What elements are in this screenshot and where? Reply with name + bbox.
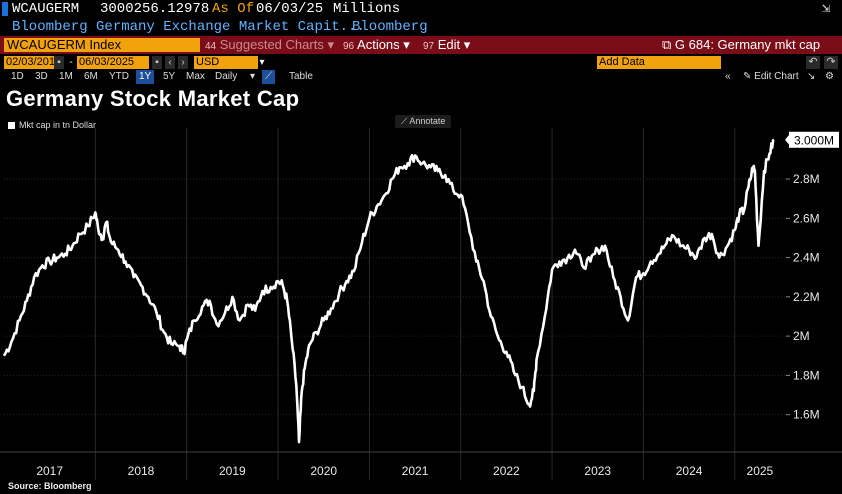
period-1d[interactable]: 1D [11, 71, 24, 82]
frequency-select[interactable]: Daily [215, 71, 238, 82]
suggested-charts-button[interactable]: 44 Suggested Charts ▾ [205, 36, 334, 54]
edit-chart-button[interactable]: ✎ Edit Chart [740, 70, 802, 84]
ticker-label[interactable]: WCAUGERM [12, 1, 80, 17]
export-icon: ⧉ [662, 37, 672, 52]
currency-select[interactable]: USD [194, 56, 258, 69]
chart-legend[interactable]: Mkt cap in tn Dollar [8, 120, 96, 130]
period-1y[interactable]: 1Y [136, 70, 155, 84]
dropdown-arrow-icon[interactable]: ▾ [250, 71, 256, 82]
chart-id-button[interactable]: ⧉ G 684: Germany mkt cap [662, 36, 820, 54]
legend-swatch [8, 122, 15, 130]
x-tick-label: 2020 [310, 464, 337, 478]
series-line[interactable] [2, 138, 775, 444]
period-5y[interactable]: 5Y [163, 71, 176, 82]
security-description: Bloomberg Germany Exchange Market Capit.… [12, 19, 365, 35]
chart-title: Germany Stock Market Cap [6, 86, 300, 111]
settings-gear-icon[interactable]: ⚙ [825, 71, 834, 82]
last-value-label-bg [789, 131, 839, 148]
y-tick-label: 2M [793, 329, 810, 343]
suggested-charts-num: 44 [205, 41, 217, 52]
security-header-row: WCAUGERM 3000256.12978 As Of 06/03/25 Mi… [0, 0, 842, 18]
actions-button[interactable]: 96 Actions ▾ [343, 36, 410, 54]
main-toolbar [0, 36, 842, 54]
period-max[interactable]: Max [186, 71, 205, 82]
x-tick-label: 2025 [747, 464, 774, 478]
draw-tool-icon[interactable]: ↘ [807, 71, 816, 82]
units-label: Millions [333, 1, 401, 17]
as-of-date: 06/03/25 [256, 1, 324, 17]
annotate-label: Annotate [409, 116, 446, 126]
x-tick-label: 2022 [493, 464, 520, 478]
edit-label: Edit [437, 37, 461, 52]
line-chart[interactable]: 2017 2018 2019 2020 2021 2022 2023 2024 2025 1.6… [0, 110, 842, 480]
chart-id-label: G 684: Germany mkt cap [674, 37, 821, 52]
x-tick-label: 2017 [36, 464, 63, 478]
actions-num: 96 [343, 41, 355, 52]
redo-icon[interactable]: ↷ [824, 56, 838, 69]
calendar-icon[interactable]: ▪ [54, 56, 64, 69]
description-row: Bloomberg Germany Exchange Market Capit.… [0, 18, 842, 36]
edit-chart-label: Edit Chart [754, 71, 799, 82]
chevron-right-icon[interactable]: › [178, 56, 188, 69]
x-tick-label: 2018 [128, 464, 155, 478]
y-axis-ticks: 1.6M 1.8M 2M 2.2M 2.4M 2.6M 2.8M [786, 172, 820, 422]
period-ytd[interactable]: YTD [109, 71, 129, 82]
source-note: Source: Bloomberg [8, 481, 92, 491]
start-date-input[interactable]: 02/03/2017 [4, 56, 62, 69]
range-separator: - [69, 57, 73, 68]
add-data-input[interactable]: Add Data [597, 56, 721, 69]
last-value: 3000256.12978 [100, 1, 210, 17]
header-marker [2, 2, 8, 16]
y-tick-label: 2.4M [793, 251, 820, 265]
last-value-label-group: 3.000M [785, 131, 839, 148]
dropdown-arrow-icon: ▾ [463, 37, 471, 52]
y-tick-label: 1.6M [793, 408, 820, 422]
edit-button[interactable]: 97 Edit ▾ [423, 36, 470, 54]
collapse-icon[interactable]: « [725, 71, 731, 82]
table-button[interactable]: Table [289, 71, 313, 82]
security-input[interactable]: WCAUGERM Index [4, 38, 200, 52]
expand-icon[interactable]: ⇲ [822, 1, 831, 17]
chevron-left-icon[interactable]: ‹ [165, 56, 175, 69]
edit-num: 97 [423, 41, 435, 52]
calendar-icon[interactable]: ▪ [152, 56, 162, 69]
x-axis-ticks: 2017 2018 2019 2020 2021 2022 2023 2024 2025 [36, 464, 773, 478]
undo-icon[interactable]: ↶ [806, 56, 820, 69]
x-tick-label: 2024 [676, 464, 703, 478]
as-of-label: As Of [212, 1, 255, 17]
period-3d[interactable]: 3D [35, 71, 48, 82]
x-tick-label: 2021 [402, 464, 429, 478]
source-name: Bloomberg [352, 19, 428, 35]
dropdown-arrow-icon: ▾ [327, 37, 334, 52]
y-tick-label: 2.8M [793, 172, 820, 186]
actions-label: Actions [357, 37, 400, 52]
dropdown-arrow-icon: ▾ [403, 37, 410, 52]
last-value-label: 3.000M [794, 133, 834, 147]
grid-layer [0, 128, 842, 480]
line-chart-icon[interactable]: ⟋ [262, 70, 275, 84]
dropdown-arrow-icon[interactable]: ▾ [259, 57, 265, 68]
x-tick-label: 2019 [219, 464, 246, 478]
y-tick-label: 2.2M [793, 290, 820, 304]
y-tick-label: 2.6M [793, 211, 820, 225]
period-1m[interactable]: 1M [59, 71, 73, 82]
pencil-icon: ⟋ [401, 116, 408, 126]
end-date-input[interactable]: 06/03/2025 [77, 56, 149, 69]
pencil-icon: ✎ [743, 71, 752, 82]
suggested-charts-label: Suggested Charts [219, 37, 324, 52]
x-tick-label: 2023 [584, 464, 611, 478]
y-tick-label: 1.8M [793, 368, 820, 382]
period-6m[interactable]: 6M [84, 71, 98, 82]
annotate-button[interactable]: ⟋ Annotate [395, 115, 452, 128]
legend-label: Mkt cap in tn Dollar [19, 120, 97, 130]
last-value-pointer [785, 133, 790, 146]
